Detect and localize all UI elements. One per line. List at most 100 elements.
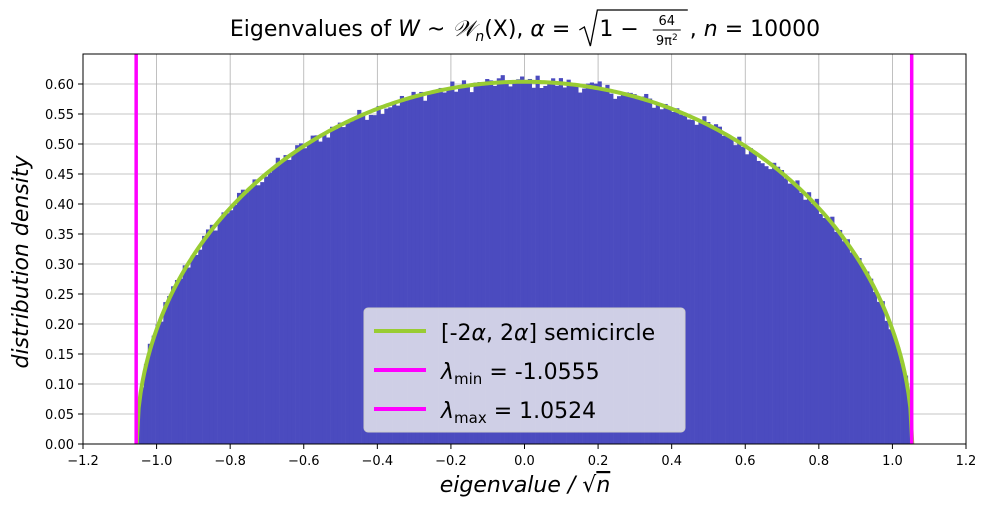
histogram-bar [752,154,757,444]
histogram-bar [671,112,676,445]
histogram-bar [795,180,800,444]
histogram-bar [636,97,641,445]
histogram-bar [818,213,823,444]
title-fraction-denominator: 9π2 [656,33,678,49]
histogram-bar [492,85,498,444]
histogram-bar [388,107,393,444]
histogram-bar [407,97,412,444]
histogram-bar [744,154,750,445]
histogram-bar [725,135,730,445]
histogram-bar [345,123,350,445]
histogram-bar [295,145,300,444]
histogram-bar [496,78,501,444]
histogram-bar [682,115,688,444]
histogram-bar [710,126,715,444]
histogram-bar [140,387,145,444]
y-axis-ticks: 0.00 0.05 0.10 0.15 0.20 0.25 0.30 0.35 0.40 0.45… [45,78,83,453]
histogram-bar [806,192,812,444]
semicircle-curve [134,79,915,445]
histogram-bar [341,127,346,445]
histogram-bar [469,92,474,444]
histogram-bar [364,119,370,444]
histogram-bar [353,119,358,444]
histogram-bar [380,114,385,444]
y-tick-label: 0.45 [45,168,74,183]
histogram-bar [900,363,905,444]
histogram-bar [314,135,319,445]
histogram-bar [849,252,854,444]
histogram-bar [694,124,699,445]
histogram-bar [182,265,187,444]
histogram-bar [841,241,847,444]
histogram-bar [531,87,536,445]
histogram-bar [217,220,222,444]
histogram-bar [229,210,234,444]
x-tick-label: 1.2 [956,454,977,469]
histogram-bar [461,80,467,444]
histogram-bar [504,82,509,444]
histogram-bar [357,109,362,445]
histogram-bar [667,108,672,445]
histogram-bar [834,231,839,444]
histogram-bar [570,85,575,444]
histogram-bar [190,255,195,444]
histogram-bar [616,96,622,445]
histogram-bar [640,96,645,444]
histogram-bar [585,83,591,444]
histogram-bar [368,114,374,445]
histogram-bar [838,229,843,444]
histogram-bar [880,301,885,444]
histogram-bar [221,212,226,444]
histogram-bar [876,301,881,444]
histogram-bar [578,92,583,444]
histogram-bar [244,192,249,444]
histogram-bar [783,178,788,444]
histogram-bar [527,78,532,444]
y-tick-label: 0.00 [45,438,74,453]
histogram-bar [721,135,726,444]
histogram-bar [872,292,878,444]
histogram-bar [434,90,439,444]
histogram-bar [225,213,230,444]
histogram-bar [675,108,680,444]
histogram-bar [892,334,897,444]
histogram-bar [330,126,335,445]
histogram-bar [516,79,521,445]
histogram-bar [430,92,436,444]
histogram-bar [326,137,331,444]
legend-lambda-max-label: λmax = 1.0524 [440,399,596,427]
histogram-bar [151,335,156,444]
histogram-bar [248,188,253,444]
histogram-bar [163,302,168,444]
histogram-bar [779,170,785,445]
y-tick-label: 0.05 [45,408,74,423]
histogram-bar [310,135,315,444]
y-tick-label: 0.25 [45,288,74,303]
legend: [-2α, 2α] semicircle λmin = -1.0555 λmax… [363,307,686,433]
histogram-bar [822,217,827,444]
histogram-bar [729,137,734,444]
histogram-bar [768,169,773,444]
y-tick-label: 0.60 [45,78,74,93]
histogram-bar [620,93,626,444]
semicircle-curve-group [134,79,915,445]
x-tick-label: 0.0 [514,454,535,469]
histogram-bar [198,249,203,444]
histogram-bar [810,203,816,444]
histogram-bar [337,122,342,444]
histogram-bar [624,92,629,444]
histogram-bar [411,91,416,445]
histogram-bar [186,267,191,444]
x-tick-label: −0.2 [435,454,467,469]
histogram-bar [648,98,653,444]
histogram-bar [748,148,754,444]
histogram-bar [593,83,598,444]
histogram-bar [419,91,424,445]
histogram-bar [651,107,657,444]
histogram-bar [632,94,637,444]
histogram-bar [500,75,505,445]
x-tick-label: −0.8 [214,454,246,469]
histogram-bar [520,76,525,445]
histogram-bar [861,267,866,444]
histogram-bar [260,182,265,444]
